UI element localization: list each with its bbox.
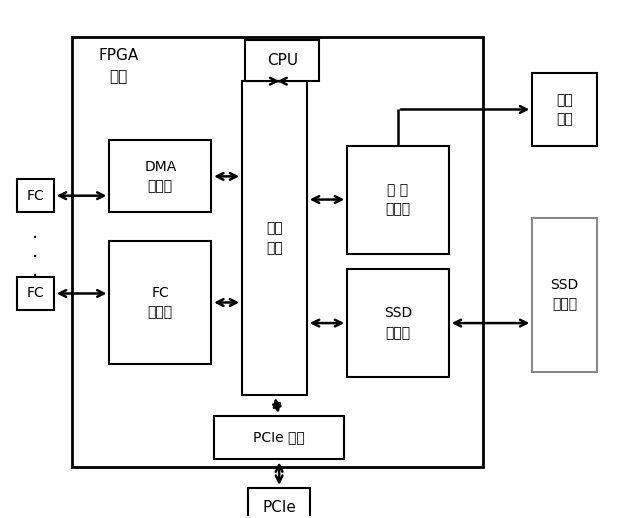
Text: PCIe: PCIe	[262, 499, 296, 514]
Text: 主存
储器: 主存 储器	[556, 93, 573, 126]
Text: SSD
存储器: SSD 存储器	[551, 278, 578, 311]
Bar	[248, 488, 310, 518]
Bar	[242, 81, 307, 395]
Text: FC
控制器: FC 控制器	[148, 286, 173, 319]
Bar	[109, 140, 211, 212]
Text: DMA
控制器: DMA 控制器	[144, 160, 177, 193]
Text: PCIe 内核: PCIe 内核	[253, 430, 305, 444]
Bar	[245, 40, 319, 81]
Bar	[73, 37, 483, 467]
Text: 交换
总线: 交换 总线	[266, 221, 283, 255]
Bar	[532, 74, 597, 146]
Text: FC: FC	[27, 189, 44, 203]
Bar	[215, 416, 344, 459]
Text: CPU: CPU	[267, 53, 298, 68]
Text: FC: FC	[27, 286, 44, 300]
Bar	[17, 179, 54, 212]
Text: ·
·
·: · · ·	[32, 228, 38, 286]
Text: 主 存
控制器: 主 存 控制器	[386, 183, 410, 217]
Bar	[532, 218, 597, 372]
Bar	[109, 241, 211, 364]
Bar	[347, 146, 449, 254]
Text: FPGA
芯片: FPGA 芯片	[99, 48, 139, 84]
Text: SSD
控制器: SSD 控制器	[384, 306, 412, 340]
Bar	[17, 277, 54, 310]
Bar	[347, 269, 449, 377]
